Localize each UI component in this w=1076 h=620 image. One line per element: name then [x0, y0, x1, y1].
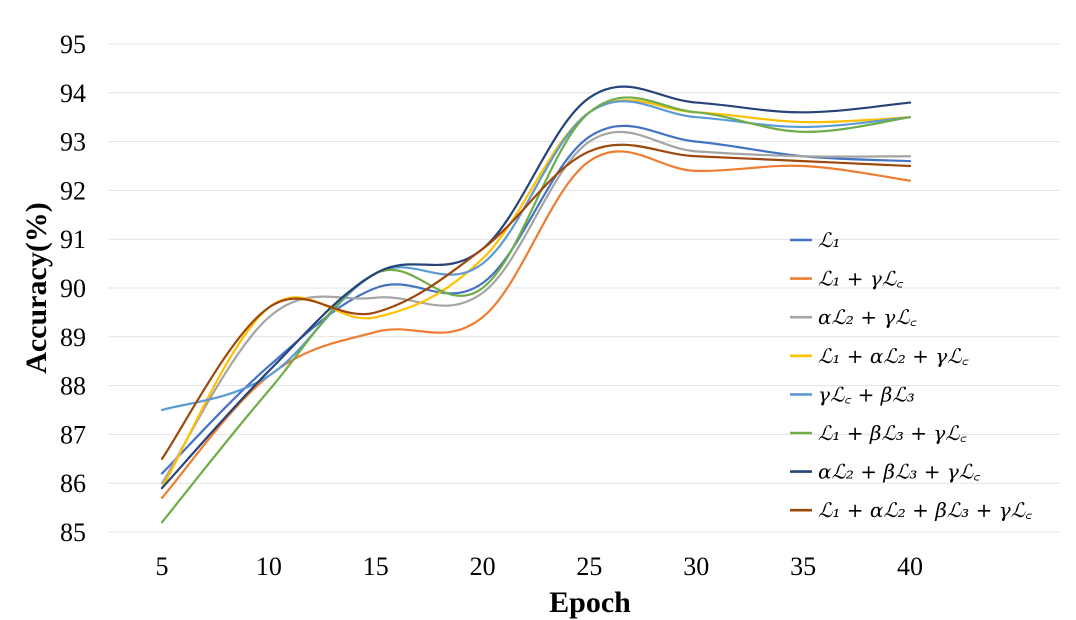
x-tick-label: 20: [470, 552, 496, 581]
x-tick-label: 15: [363, 552, 389, 581]
series-line-3: [160, 130, 912, 485]
legend-label: ℒ₁ + γℒ꜀: [818, 267, 903, 291]
x-tick-labels: 5 10 15 20 25 30 35 40: [156, 552, 924, 581]
series-lines: [160, 85, 912, 524]
y-tick-label: 86: [60, 469, 86, 498]
y-tick-label: 88: [60, 372, 86, 401]
y-tick-label: 89: [60, 323, 86, 352]
series-line-5: [160, 100, 912, 412]
series-line-4: [160, 99, 912, 490]
y-tick-label: 92: [60, 176, 86, 205]
y-tick-label: 87: [60, 420, 86, 449]
x-tick-label: 30: [683, 552, 709, 581]
x-tick-label: 25: [576, 552, 602, 581]
x-tick-label: 10: [256, 552, 282, 581]
legend-label: ℒ₁ + βℒ₃ + γℒ꜀: [818, 421, 967, 445]
legend-label: αℒ₂ + βℒ₃ + γℒ꜀: [818, 460, 980, 484]
series-line-7: [160, 85, 912, 490]
y-tick-label: 93: [60, 128, 86, 157]
y-tick-label: 90: [60, 274, 86, 303]
x-axis-title: Epoch: [549, 586, 631, 619]
y-tick-label: 94: [60, 79, 86, 108]
legend-label: αℒ₂ + γℒ꜀: [818, 305, 917, 329]
y-tick-label: 91: [60, 225, 86, 254]
series-line-1: [160, 124, 912, 475]
legend-label: ℒ₁ + αℒ₂ + γℒ꜀: [818, 344, 969, 368]
legend-label: ℒ₁ + αℒ₂ + βℒ₃ + γℒ꜀: [818, 498, 1032, 522]
series-line-6: [160, 96, 912, 524]
y-tick-label: 95: [60, 30, 86, 59]
legend-label: ℒ₁: [818, 228, 840, 252]
legend: ℒ₁ ℒ₁ + γℒ꜀ αℒ₂ + γℒ꜀ ℒ₁ + αℒ₂ + γℒ꜀ γℒ꜀ + β…: [790, 228, 1032, 522]
y-tick-labels: 85 86 87 88 89 90 91 92 93 94 95: [60, 30, 86, 547]
y-tick-label: 85: [60, 518, 86, 547]
y-axis-title: Accuracy(%): [20, 202, 53, 374]
series-line-8: [160, 143, 912, 460]
x-tick-label: 40: [897, 552, 923, 581]
x-tick-label: 35: [790, 552, 816, 581]
x-tick-label: 5: [156, 552, 169, 581]
legend-label: γℒ꜀ + βℒ₃: [818, 382, 915, 406]
